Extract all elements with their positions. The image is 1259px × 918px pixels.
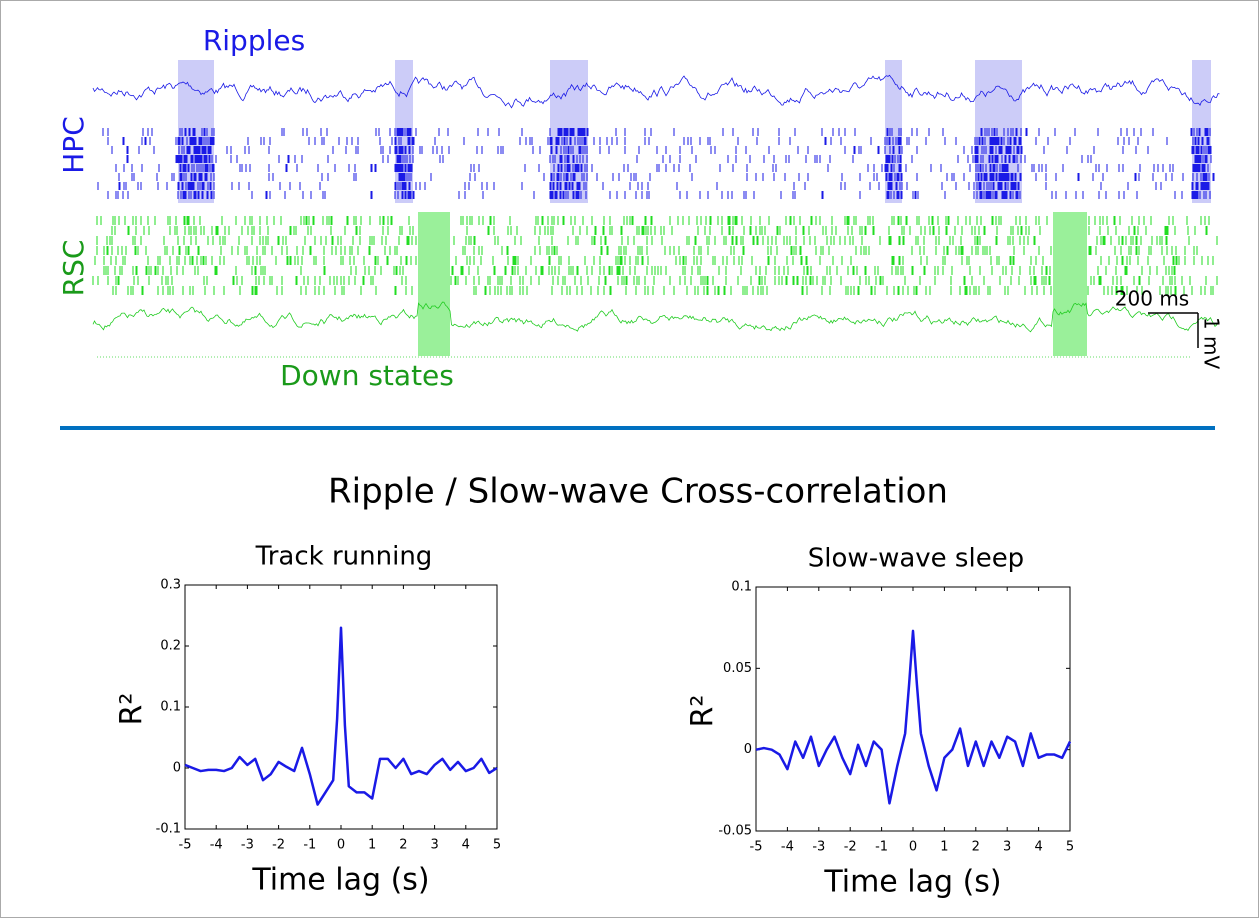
raster-panel: [92, 60, 1220, 358]
rsc-raster-row: [112, 286, 1214, 295]
x-tick-label: -4: [781, 840, 794, 855]
hpc-raster-row: [111, 146, 1212, 154]
hpc-raster-row: [118, 173, 1215, 181]
hpc-raster-row: [115, 164, 1209, 172]
rsc-label: RSC: [57, 240, 90, 297]
x-tick-label: -5: [179, 838, 192, 853]
x-tick-label: 5: [493, 838, 501, 853]
x-tick-label: 3: [430, 838, 438, 853]
down-state-window: [1053, 212, 1087, 356]
y-axis-label: R²: [115, 693, 150, 726]
time-scale: 200 ms: [1115, 287, 1189, 311]
data-line: [184, 626, 498, 806]
rsc-raster-row: [92, 276, 1218, 285]
x-axis-label: Time lag (s): [823, 865, 1001, 900]
hpc-label: HPC: [57, 116, 90, 174]
x-tick-label: -1: [303, 838, 316, 853]
x-tick-label: -2: [272, 838, 285, 853]
x-tick-label: -2: [844, 840, 857, 855]
x-tick-label: -3: [812, 840, 825, 855]
x-tick-label: -4: [210, 838, 223, 853]
chart-title: Slow-wave sleep: [808, 544, 1024, 574]
lfp-trace: [92, 301, 1220, 333]
x-tick-label: 2: [399, 838, 407, 853]
ripple-window: [885, 60, 902, 203]
y-tick-label: 0: [744, 742, 752, 757]
y-tick-label: -0.1: [156, 822, 181, 837]
y-axis-label: R²: [686, 695, 721, 728]
down-state-window: [418, 212, 450, 356]
plot-frame: [755, 586, 1071, 832]
x-tick-label: -1: [875, 840, 888, 855]
x-axis-label: Time lag (s): [251, 863, 429, 898]
y-tick-label: 0.1: [160, 700, 181, 715]
x-tick-label: -5: [750, 840, 763, 855]
rsc-raster-row: [96, 236, 1218, 245]
hpc-raster-row: [126, 155, 1212, 163]
data-line: [755, 629, 1072, 805]
figure-title: Ripple / Slow-wave Cross-correlation: [328, 472, 948, 512]
y-tick-label: -0.05: [718, 824, 752, 839]
chart-title: Track running: [255, 542, 433, 572]
rsc-raster-row: [96, 246, 1198, 255]
ripples-label: Ripples: [203, 24, 305, 57]
y-tick-label: 0.05: [723, 661, 752, 676]
hpc-raster-row: [107, 191, 1211, 199]
x-tick-label: 4: [1034, 840, 1042, 855]
x-tick-label: 5: [1066, 840, 1074, 855]
x-tick-label: 1: [368, 838, 376, 853]
hpc-raster-row: [107, 137, 1210, 145]
x-tick-label: 4: [462, 838, 470, 853]
y-tick-label: 0.3: [160, 578, 181, 593]
y-tick-label: 0.2: [160, 639, 181, 654]
y-tick-label: 0: [173, 761, 181, 776]
x-tick-label: 0: [337, 838, 345, 853]
down-states-label: Down states: [280, 359, 454, 392]
hpc-raster-row: [97, 182, 1210, 190]
rsc-raster-row: [96, 216, 1210, 225]
rsc-raster-row: [94, 256, 1214, 265]
rsc-raster-row: [111, 226, 1208, 235]
rsc-raster-row: [103, 266, 1176, 275]
voltage-scale: 1 mV: [1200, 317, 1224, 370]
lfp-trace: [92, 74, 1220, 109]
plot-frame: [184, 584, 498, 830]
ripple-window: [178, 60, 214, 203]
hpc-raster-row: [102, 128, 1211, 136]
x-tick-label: 3: [1003, 840, 1011, 855]
x-tick-label: 2: [972, 840, 980, 855]
y-tick-label: 0.1: [731, 580, 752, 595]
x-tick-label: -3: [241, 838, 254, 853]
x-tick-label: 1: [940, 840, 948, 855]
x-tick-label: 0: [909, 840, 917, 855]
